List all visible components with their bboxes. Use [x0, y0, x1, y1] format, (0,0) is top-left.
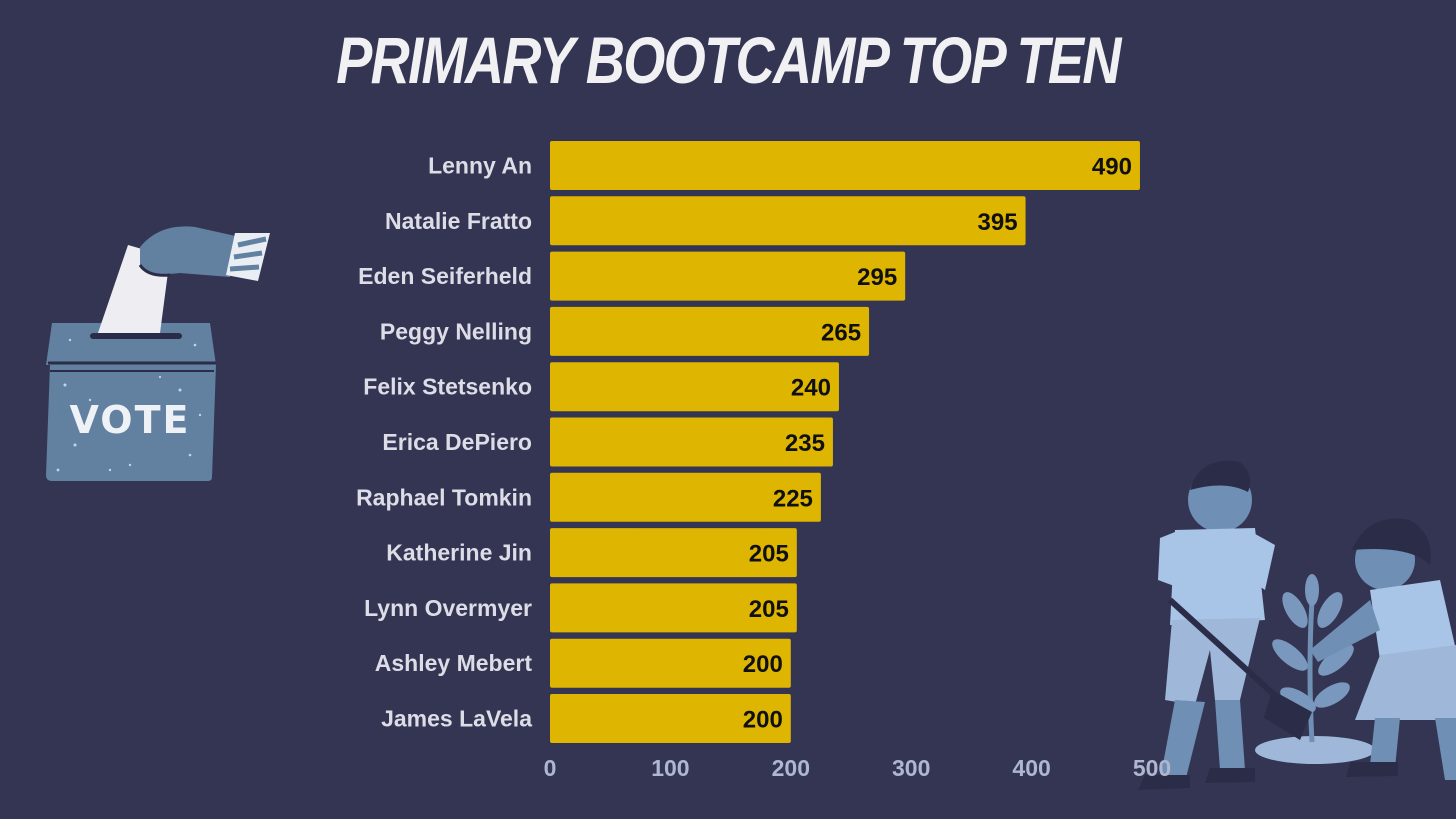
x-tick-label: 500	[1133, 755, 1171, 781]
category-label: Eden Seiferheld	[358, 263, 532, 289]
x-tick-label: 0	[544, 755, 557, 781]
category-label: James LaVela	[381, 706, 532, 732]
bar-natalie-fratto	[550, 196, 1026, 246]
x-tick-label: 200	[772, 755, 810, 781]
value-label: 205	[749, 541, 789, 568]
bar-lenny-an	[550, 141, 1140, 190]
x-tick-label: 400	[1012, 755, 1050, 781]
value-label: 200	[743, 707, 783, 734]
value-label: 265	[821, 319, 861, 346]
category-label: Raphael Tomkin	[356, 484, 532, 510]
value-label: 235	[785, 430, 825, 457]
category-label: Felix Stetsenko	[363, 374, 532, 400]
value-label: 295	[857, 264, 897, 291]
category-label: Lynn Overmyer	[364, 595, 532, 621]
value-label: 200	[743, 651, 783, 678]
value-label: 490	[1092, 154, 1132, 181]
category-label: Lenny An	[428, 153, 532, 179]
category-label: Ashley Mebert	[375, 650, 533, 676]
category-label: Erica DePiero	[382, 429, 532, 455]
x-tick-label: 100	[651, 755, 689, 781]
x-tick-label: 300	[892, 755, 930, 781]
bar-james-lavela	[550, 694, 791, 743]
bar-eden-seiferheld	[550, 251, 906, 301]
category-label: Peggy Nelling	[380, 318, 532, 344]
ballot-box-icon: VOTE	[46, 226, 270, 481]
bar-lynn-overmyer	[550, 583, 797, 633]
value-label: 225	[773, 485, 813, 512]
bar-ashley-mebert	[550, 638, 791, 688]
bar-katherine-jin	[550, 528, 797, 578]
bar-erica-depiero	[550, 417, 833, 467]
value-label: 205	[749, 596, 789, 623]
value-label: 240	[791, 375, 831, 402]
category-label: Katherine Jin	[386, 540, 532, 566]
bar-felix-stetsenko	[550, 362, 839, 412]
bar-raphael-tomkin	[550, 472, 821, 522]
bar-peggy-nelling	[550, 306, 870, 356]
category-label: Natalie Fratto	[385, 208, 532, 234]
value-label: 395	[978, 209, 1018, 236]
ballot-box-label: VOTE	[70, 398, 191, 442]
chart-title: PRIMARY BOOTCAMP TOP TEN	[336, 23, 1121, 97]
children-planting-tree-icon	[1138, 460, 1456, 790]
